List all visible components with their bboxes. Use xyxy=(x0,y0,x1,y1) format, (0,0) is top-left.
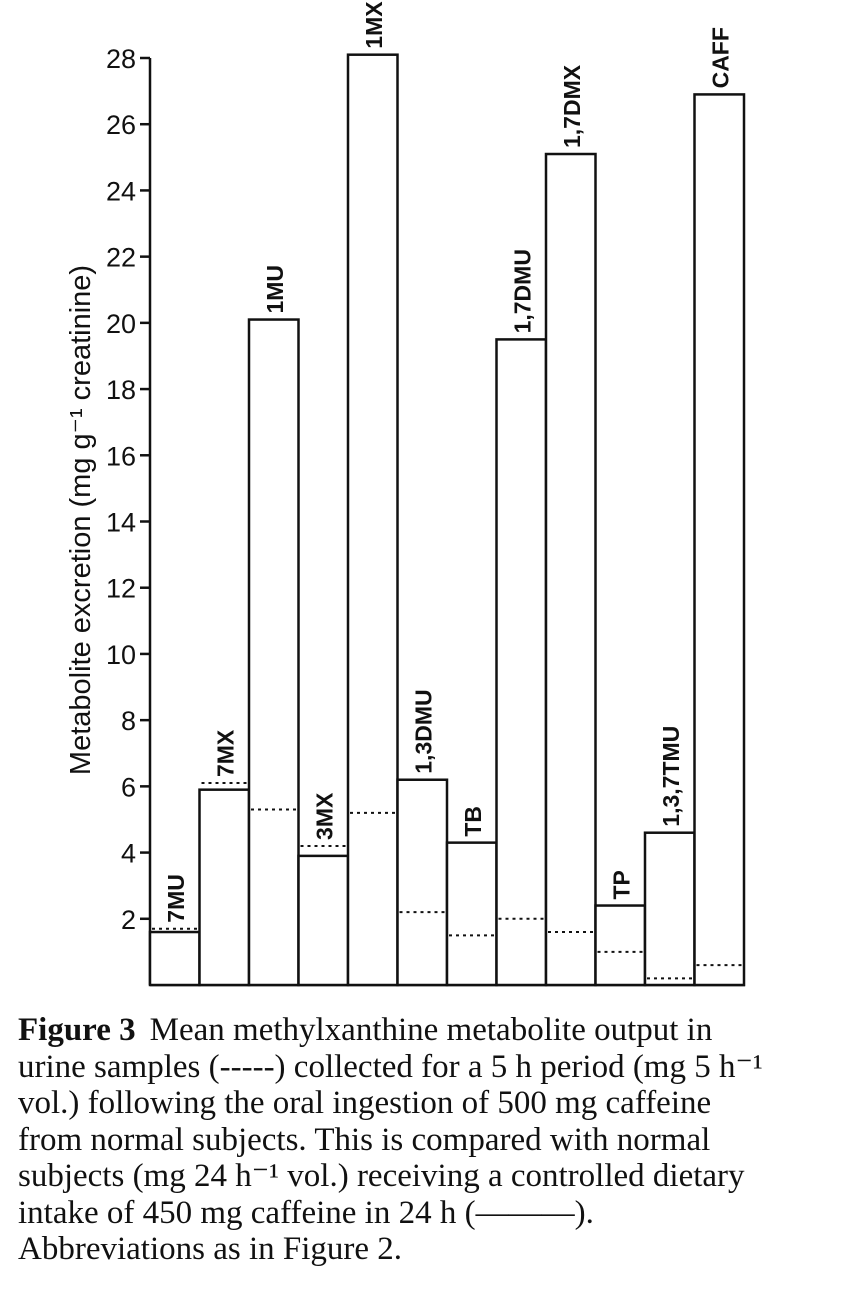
caption-line-4: from normal subjects. This is compared w… xyxy=(18,1121,711,1158)
category-label-7MX: 7MX xyxy=(212,729,238,777)
y-tick-label: 18 xyxy=(106,375,136,405)
bar-24h-7MX xyxy=(198,788,251,987)
caption-line-5: subjects (mg 24 h⁻¹ vol.) receiving a co… xyxy=(18,1158,745,1194)
caption-line-2: urine samples (-----) collected for a 5 … xyxy=(18,1048,763,1085)
bar-24h-1,7DMU xyxy=(495,338,548,987)
y-tick-label: 16 xyxy=(106,441,136,471)
bar-24h-1,7DMX xyxy=(544,152,597,987)
category-label-1,3,7TMU: 1,3,7TMU xyxy=(658,726,684,827)
category-label-1MU: 1MU xyxy=(262,265,288,314)
category-label-1,7DMU: 1,7DMU xyxy=(509,249,535,333)
y-tick-label: 12 xyxy=(106,574,136,604)
bar-24h-1,3DMU xyxy=(396,778,449,987)
y-tick-label: 10 xyxy=(106,640,136,670)
bar-24h-1MU xyxy=(247,318,300,987)
caption-line-6: intake of 450 mg caffeine in 24 h (———). xyxy=(18,1194,594,1231)
y-tick-label: 6 xyxy=(121,772,136,802)
category-label-1MX: 1MX xyxy=(361,1,387,49)
y-tick-label: 2 xyxy=(121,905,136,935)
category-label-CAFF: CAFF xyxy=(707,27,733,88)
bar-24h-1,3,7TMU xyxy=(643,831,696,987)
category-label-7MU: 7MU xyxy=(163,874,189,923)
y-tick-label: 4 xyxy=(121,839,136,869)
bar-24h-7MU xyxy=(148,930,201,987)
y-tick-label: 24 xyxy=(106,176,136,206)
caption-line-1: Figure 3 Mean methylxanthine metabolite o… xyxy=(18,1012,833,1049)
bar-24h-TB xyxy=(445,841,498,987)
y-tick-label: 28 xyxy=(106,44,136,74)
y-tick-label: 14 xyxy=(106,508,136,538)
category-label-3MX: 3MX xyxy=(311,792,337,840)
caption-line-3: vol.) following the oral ingestion of 50… xyxy=(18,1085,712,1121)
category-label-1,3DMU: 1,3DMU xyxy=(410,689,436,773)
bar-24h-CAFF xyxy=(693,93,746,987)
y-tick-label: 8 xyxy=(121,706,136,736)
category-label-TB: TB xyxy=(460,806,486,837)
y-axis-label: Metabolite excretion (mg g⁻¹ creatinine) xyxy=(65,265,97,775)
y-tick-label: 26 xyxy=(106,110,136,140)
caption-text-line-1: Mean methylxanthine metabolite output in xyxy=(149,1012,713,1048)
category-label-1,7DMX: 1,7DMX xyxy=(559,64,585,148)
caption-figure-label: Figure 3 xyxy=(18,1012,136,1048)
category-label-TP: TP xyxy=(608,870,634,899)
bar-24h-TP xyxy=(594,904,647,987)
bar-24h-3MX xyxy=(297,854,350,987)
figure-caption: Figure 3 Mean methylxanthine metabolite o… xyxy=(18,1012,833,1268)
y-tick-label: 22 xyxy=(106,243,136,273)
bars-group: 7MU 7MX 1MU 3MX 1MX 1,3DMU TB 1,7DMU 1,7DMX TP 1,3… xyxy=(148,1,746,987)
y-tick-label: 20 xyxy=(106,309,136,339)
bar-24h-1MX xyxy=(346,53,399,987)
caption-line-7: Abbreviations as in Figure 2. xyxy=(18,1231,403,1267)
